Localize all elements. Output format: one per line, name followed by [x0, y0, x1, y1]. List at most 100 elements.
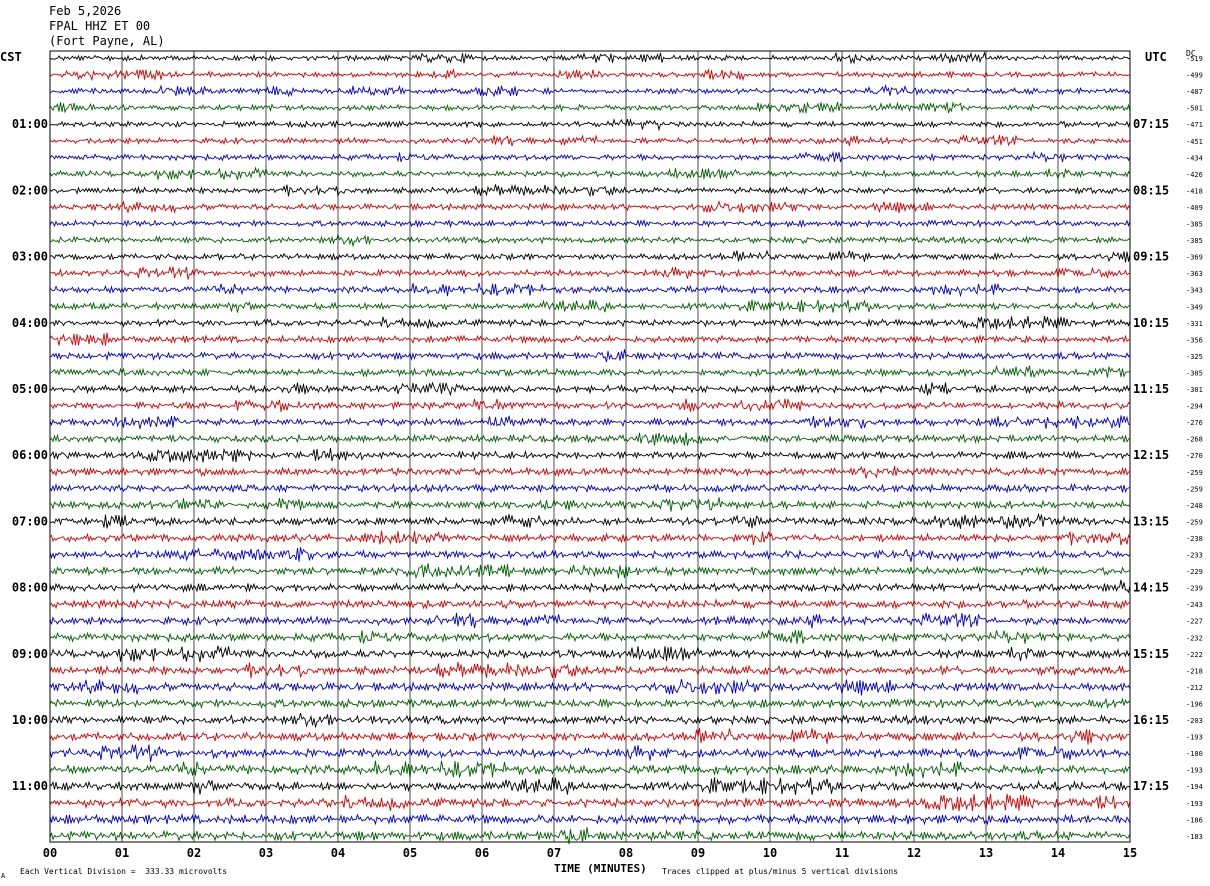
dc-offset-value: -259 — [1186, 469, 1203, 477]
dc-offset-value: -193 — [1186, 767, 1203, 775]
seismic-trace — [50, 135, 1130, 146]
dc-offset-value: -193 — [1186, 800, 1203, 808]
seismic-trace — [50, 745, 1130, 762]
dc-offset-value: -499 — [1186, 72, 1203, 80]
dc-offset-value: -259 — [1186, 485, 1203, 493]
left-hour-label: 06:00 — [12, 448, 48, 462]
seismic-trace — [50, 300, 1130, 313]
dc-offset-value: -212 — [1186, 684, 1203, 692]
dc-offset-labels: -519-499-487-501-471-451-434-426-418-409… — [1186, 55, 1203, 841]
x-tick-label: 08 — [619, 846, 633, 860]
dc-offset-value: -227 — [1186, 618, 1203, 626]
dc-offset-value: -229 — [1186, 568, 1203, 576]
dc-offset-value: -519 — [1186, 55, 1203, 63]
dc-offset-value: -363 — [1186, 270, 1203, 278]
seismic-trace — [50, 580, 1130, 592]
dc-offset-value: -501 — [1186, 105, 1203, 113]
right-hour-label: 12:15 — [1133, 448, 1169, 462]
seismic-trace — [50, 646, 1130, 662]
x-tick-label: 15 — [1123, 846, 1137, 860]
x-tick-label: 11 — [835, 846, 849, 860]
seismic-trace — [50, 283, 1130, 296]
seismic-trace — [50, 432, 1130, 445]
dc-offset-value: -270 — [1186, 452, 1203, 460]
right-hour-label: 16:15 — [1133, 713, 1169, 727]
left-hour-label: 08:00 — [12, 581, 48, 595]
left-hour-label: 11:00 — [12, 779, 48, 793]
seismic-trace — [50, 86, 1130, 96]
corner-mark: A — [1, 872, 5, 880]
seismic-trace — [50, 448, 1130, 462]
seismic-trace — [50, 699, 1130, 708]
dc-offset-value: -418 — [1186, 187, 1203, 195]
dc-offset-value: -238 — [1186, 535, 1203, 543]
seismic-trace — [50, 251, 1130, 263]
x-tick-label: 10 — [763, 846, 777, 860]
dc-offset-value: -451 — [1186, 138, 1203, 146]
dc-offset-value: -186 — [1186, 816, 1203, 824]
seismic-trace — [50, 119, 1130, 130]
right-hour-label: 09:15 — [1133, 250, 1169, 264]
seismic-trace — [50, 531, 1130, 546]
x-tick-label: 03 — [259, 846, 273, 860]
dc-offset-value: -218 — [1186, 667, 1203, 675]
left-hour-label: 07:00 — [12, 514, 48, 528]
left-hour-label: 10:00 — [12, 713, 48, 727]
seismic-trace — [50, 70, 1130, 80]
x-axis-ticks: 00 01 02 03 04 05 06 07 08 09 10 11 12 13 14 15 — [43, 846, 1137, 860]
right-hour-label: 10:15 — [1133, 316, 1169, 330]
seismic-trace — [50, 777, 1130, 795]
x-tick-label: 05 — [403, 846, 417, 860]
seismic-trace — [50, 815, 1130, 825]
seismic-trace — [50, 184, 1130, 196]
dc-offset-value: -305 — [1186, 369, 1203, 377]
x-axis-title: TIME (MINUTES) — [554, 862, 647, 875]
seismic-trace — [50, 794, 1130, 811]
seismic-trace — [50, 202, 1130, 213]
clip-note: Traces clipped at plus/minus 5 vertical … — [662, 867, 898, 876]
seismic-trace — [50, 600, 1130, 608]
right-hour-label: 08:15 — [1133, 183, 1169, 197]
dc-offset-value: -259 — [1186, 518, 1203, 526]
x-tick-label: 13 — [979, 846, 993, 860]
dc-offset-value: -331 — [1186, 320, 1203, 328]
seismic-trace — [50, 382, 1130, 395]
x-tick-label: 01 — [115, 846, 129, 860]
seismic-trace — [50, 366, 1130, 378]
dc-offset-value: -243 — [1186, 601, 1203, 609]
seismic-trace — [50, 415, 1130, 428]
dc-offset-value: -471 — [1186, 121, 1203, 129]
dc-offset-value: -369 — [1186, 254, 1203, 262]
x-tick-label: 02 — [187, 846, 201, 860]
left-hour-label: 09:00 — [12, 647, 48, 661]
dc-offset-value: -248 — [1186, 502, 1203, 510]
seismic-trace — [50, 679, 1130, 695]
seismic-trace — [50, 484, 1130, 492]
seismic-trace — [50, 152, 1130, 162]
dc-offset-value: -487 — [1186, 88, 1203, 96]
seismic-trace — [50, 466, 1130, 478]
seismic-trace — [50, 235, 1130, 246]
seismic-trace — [50, 728, 1130, 744]
x-tick-label: 14 — [1051, 846, 1065, 860]
right-hour-label: 13:15 — [1133, 514, 1169, 528]
x-tick-label: 07 — [547, 846, 561, 860]
seismic-trace — [50, 220, 1130, 226]
dc-offset-value: -268 — [1186, 436, 1203, 444]
dc-offset-value: -325 — [1186, 353, 1203, 361]
dc-offset-value: -294 — [1186, 403, 1203, 411]
dc-offset-value: -222 — [1186, 651, 1203, 659]
seismic-trace — [50, 613, 1130, 628]
dc-offset-value: -183 — [1186, 833, 1203, 841]
right-hour-label: 17:15 — [1133, 779, 1169, 793]
seismic-trace — [50, 761, 1130, 778]
x-tick-label: 04 — [331, 846, 345, 860]
x-tick-label: 09 — [691, 846, 705, 860]
dc-offset-value: -233 — [1186, 552, 1203, 560]
seismic-trace — [50, 349, 1130, 362]
right-hour-label: 07:15 — [1133, 117, 1169, 131]
x-tick-label: 12 — [907, 846, 921, 860]
seismic-trace — [50, 267, 1130, 280]
x-tick-label: 06 — [475, 846, 489, 860]
dc-offset-value: -193 — [1186, 734, 1203, 742]
